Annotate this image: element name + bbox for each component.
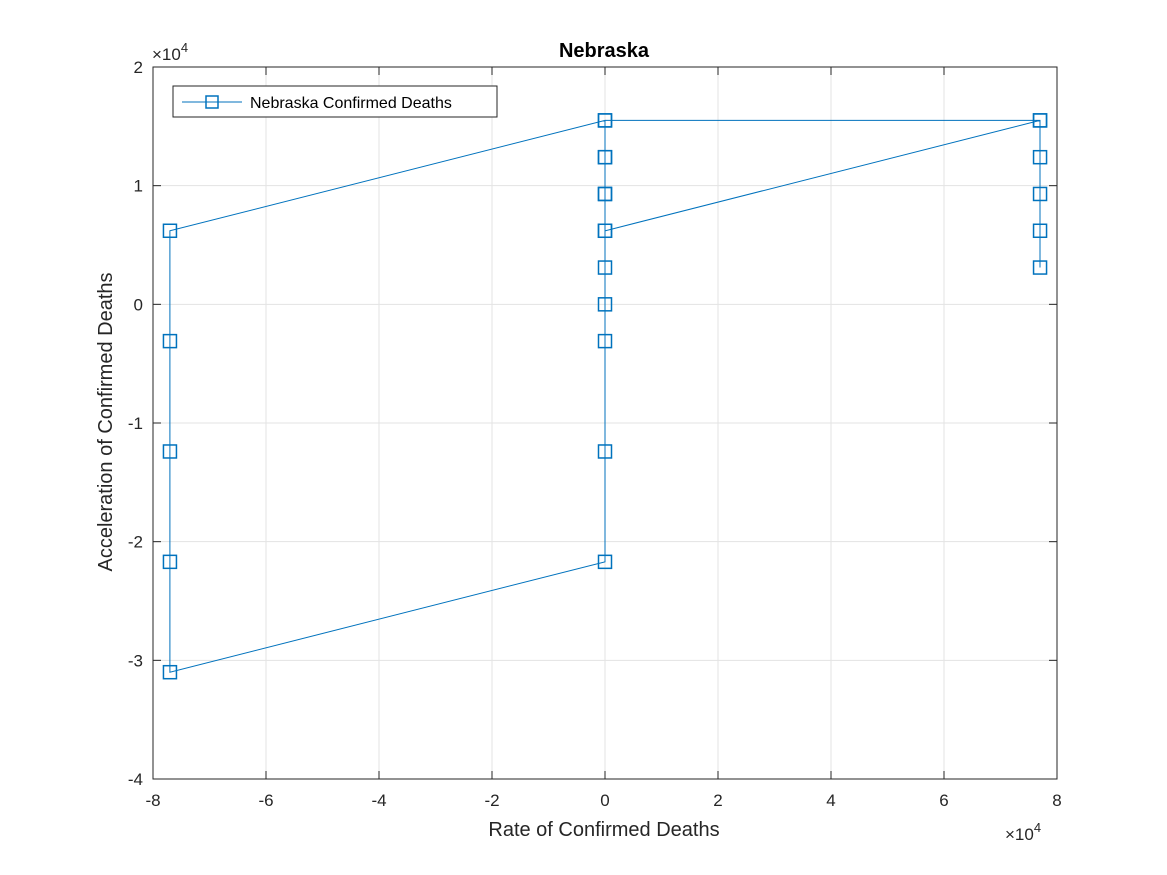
data-point: [1032, 223, 1048, 239]
data-point: [597, 554, 613, 570]
x-tick-label: 6: [939, 791, 948, 810]
x-tick-label: -2: [484, 791, 499, 810]
svg-text:×104: ×104: [152, 40, 188, 64]
x-tick-label: 2: [713, 791, 722, 810]
y-tick-label: 0: [134, 295, 143, 314]
data-point: [597, 444, 613, 459]
data-point: [1032, 260, 1048, 275]
data-point: [597, 297, 613, 312]
data-point: [1032, 113, 1048, 128]
data-point: [1032, 186, 1048, 202]
y-tick-label: -2: [128, 533, 143, 552]
y-axis-label: Acceleration of Confirmed Deaths: [95, 272, 117, 571]
x-tick-label: -4: [371, 791, 386, 810]
y-tick-label: -4: [128, 770, 143, 789]
svg-text:×104: ×104: [1005, 820, 1041, 844]
y-exponent: ×104: [152, 40, 188, 64]
data-point: [1032, 149, 1048, 165]
x-exponent: ×104: [1005, 820, 1041, 844]
x-tick-label: -6: [258, 791, 273, 810]
data-point: [597, 186, 613, 202]
x-exponent-base: ×10: [1005, 825, 1034, 844]
x-exponent-power: 4: [1034, 820, 1041, 835]
x-tick-label: 8: [1052, 791, 1061, 810]
y-tick-label: -3: [128, 651, 143, 670]
data-point: [597, 113, 613, 128]
data-point: [597, 223, 613, 239]
y-tick-label: 1: [134, 177, 143, 196]
data-point: [162, 333, 178, 349]
chart-title: Nebraska: [559, 40, 650, 62]
data-point: [597, 149, 613, 165]
x-axis-label: Rate of Confirmed Deaths: [488, 819, 719, 841]
data-point: [162, 554, 178, 570]
data-point: [597, 333, 613, 349]
x-tick-label: 0: [600, 791, 609, 810]
legend-entry-label: Nebraska Confirmed Deaths: [250, 95, 452, 112]
data-point: [597, 260, 613, 275]
x-tick-label: 4: [826, 791, 835, 810]
legend-marker-icon: [205, 95, 219, 109]
y-tick-label: -1: [128, 414, 143, 433]
data-point: [162, 223, 178, 239]
y-exponent-base: ×10: [152, 45, 181, 64]
legend: Nebraska Confirmed Deaths: [172, 85, 498, 118]
tick-layer: -8 -6 -4 -2 0 2 4 6 8 -4 -3 -2 -1 0 1 2: [128, 58, 1062, 810]
y-tick-label: 2: [134, 58, 143, 77]
series-layer: [162, 113, 1048, 680]
y-exponent-power: 4: [181, 40, 188, 55]
x-tick-label: -8: [145, 791, 160, 810]
data-point: [162, 444, 178, 459]
data-point: [162, 664, 178, 680]
